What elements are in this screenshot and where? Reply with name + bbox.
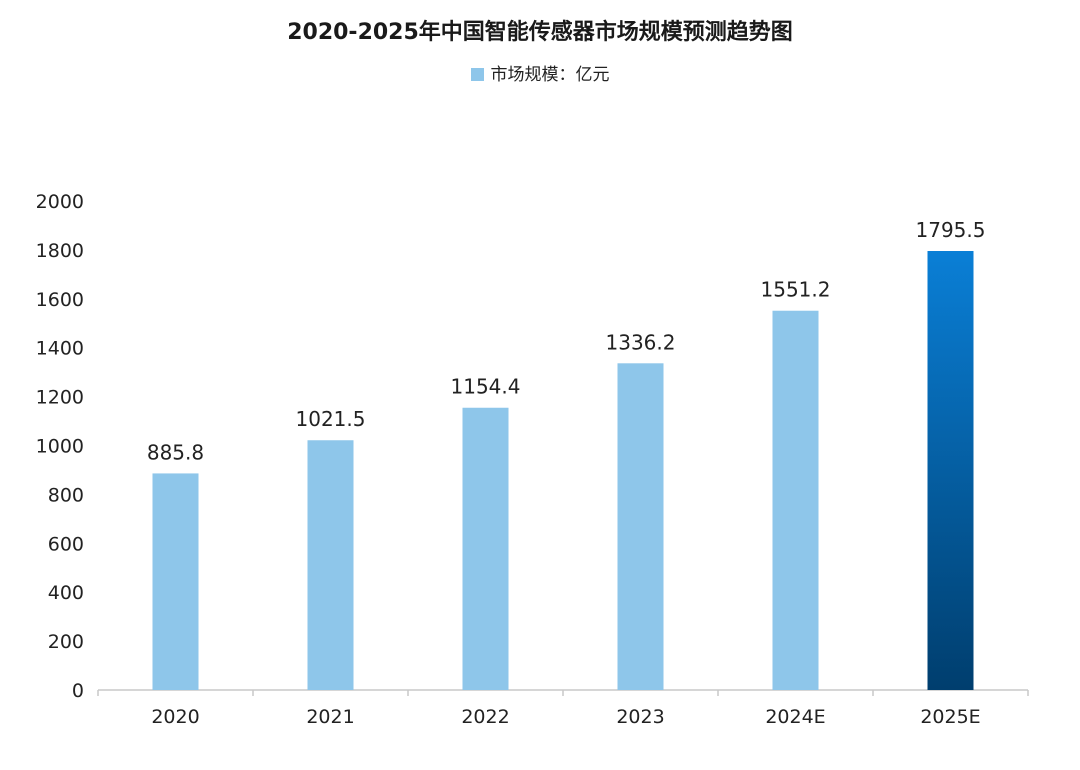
x-tick-label: 2020	[151, 706, 199, 728]
y-tick-label: 2000	[36, 191, 84, 213]
x-tick-label: 2022	[461, 706, 509, 728]
chart-title: 2020-2025年中国智能传感器市场规模预测趋势图	[287, 20, 793, 45]
legend: 市场规模：亿元	[0, 60, 1080, 85]
x-tick-label: 2025E	[920, 706, 980, 728]
bar-2020	[152, 473, 199, 690]
bar-2023	[617, 363, 664, 690]
y-tick-label: 0	[72, 680, 84, 702]
y-tick-label: 1000	[36, 436, 84, 458]
data-label: 1336.2	[606, 330, 676, 354]
data-label: 1154.4	[451, 375, 521, 399]
y-tick-label: 1200	[36, 387, 84, 409]
data-label: 1551.2	[761, 278, 831, 302]
y-tick-label: 1800	[36, 240, 84, 262]
bar-2021	[307, 440, 354, 690]
x-tick-label: 2021	[306, 706, 354, 728]
y-tick-label: 400	[48, 582, 84, 604]
data-label: 1021.5	[296, 407, 366, 431]
x-tick-label: 2023	[616, 706, 664, 728]
y-tick-label: 800	[48, 484, 84, 506]
data-label: 885.8	[147, 440, 204, 464]
y-tick-label: 1600	[36, 289, 84, 311]
x-tick-label: 2024E	[765, 706, 825, 728]
y-tick-label: 200	[48, 631, 84, 653]
bar-2024E	[772, 310, 819, 690]
bar-2022	[462, 407, 509, 690]
bar-2025E	[927, 251, 974, 690]
legend-swatch	[470, 68, 484, 81]
y-tick-label: 1400	[36, 338, 84, 360]
data-label: 1795.5	[916, 218, 986, 242]
legend-label: 市场规模：亿元	[490, 65, 610, 85]
y-tick-label: 600	[48, 533, 84, 555]
